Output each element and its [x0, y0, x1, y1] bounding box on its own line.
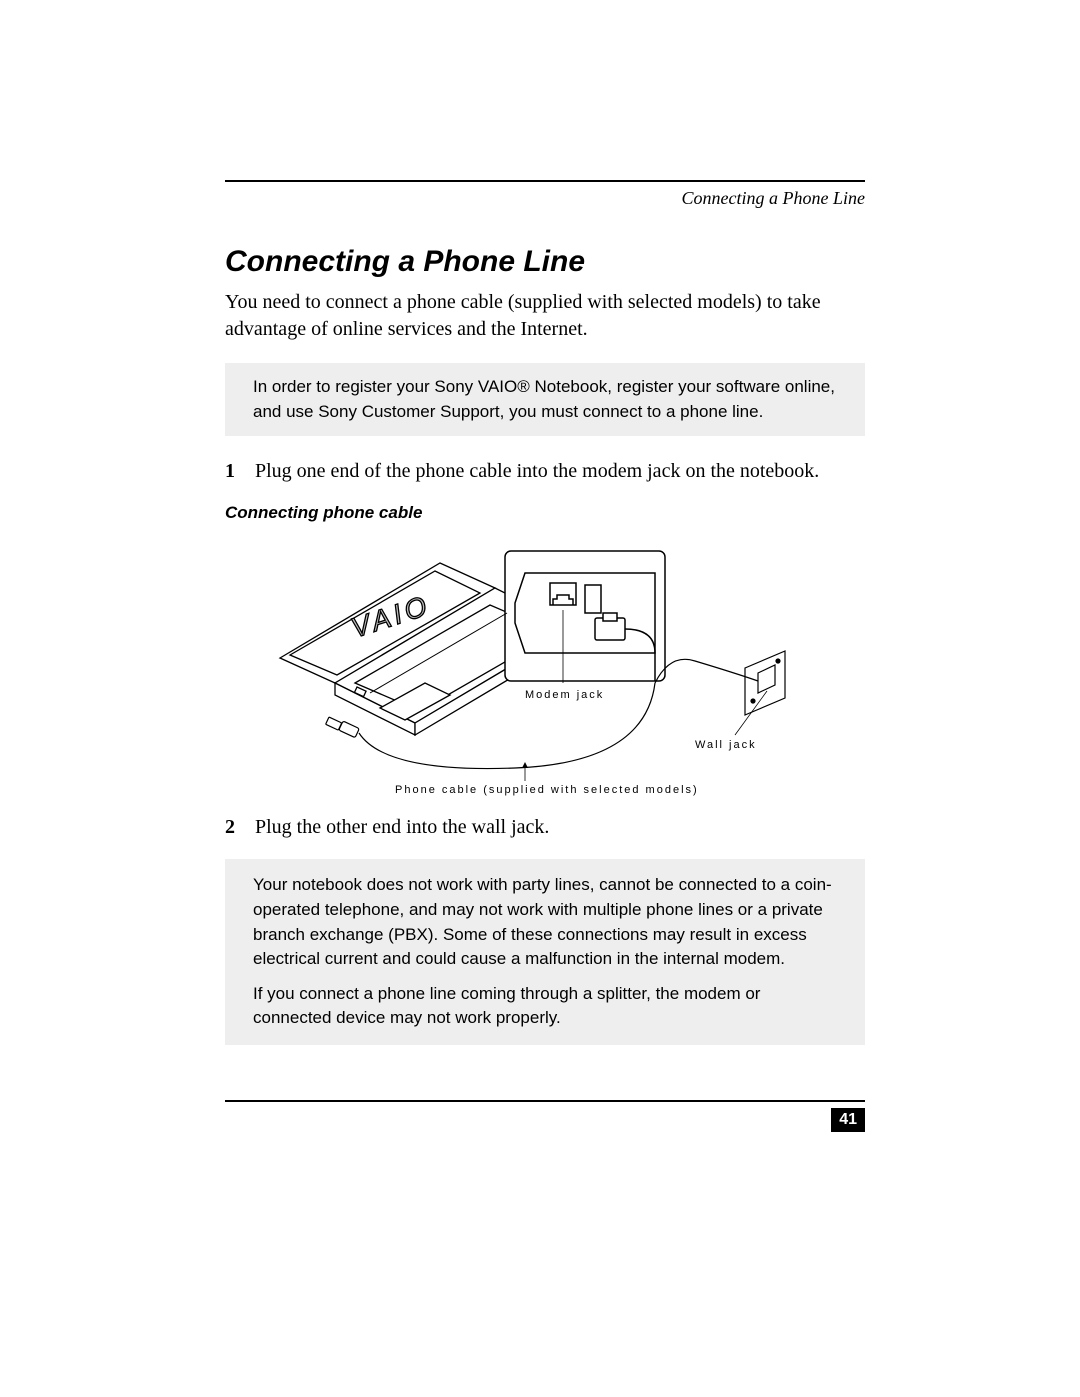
- label-wall-jack: Wall jack: [695, 739, 757, 751]
- figure-caption: Connecting phone cable: [225, 503, 865, 523]
- note2-para2: If you connect a phone line coming throu…: [253, 982, 843, 1031]
- label-modem-jack: Modem jack: [525, 689, 604, 701]
- step-2-number: 2: [225, 814, 255, 841]
- label-phone-cable: Phone cable (supplied with selected mode…: [395, 784, 699, 796]
- modem-closeup: [505, 551, 665, 681]
- page-footer: 41: [225, 1100, 865, 1132]
- wall-jack-illustration: [745, 651, 785, 715]
- page-title: Connecting a Phone Line: [225, 245, 865, 279]
- running-header: Connecting a Phone Line: [225, 188, 865, 209]
- step-1-text: Plug one end of the phone cable into the…: [255, 458, 865, 485]
- footer-rule: [225, 1100, 865, 1102]
- document-page: Connecting a Phone Line Connecting a Pho…: [0, 0, 1080, 1397]
- step-1-number: 1: [225, 458, 255, 485]
- step-1: 1 Plug one end of the phone cable into t…: [225, 458, 865, 485]
- note2-para1: Your notebook does not work with party l…: [253, 873, 843, 972]
- figure-phone-cable: VAIO: [225, 533, 865, 808]
- page-number: 41: [831, 1108, 865, 1132]
- step-2: 2 Plug the other end into the wall jack.: [225, 814, 865, 841]
- header-rule: [225, 180, 865, 182]
- info-note-2: Your notebook does not work with party l…: [225, 859, 865, 1045]
- info-note-1: In order to register your Sony VAIO® Not…: [225, 363, 865, 436]
- step-2-text: Plug the other end into the wall jack.: [255, 814, 865, 841]
- intro-paragraph: You need to connect a phone cable (suppl…: [225, 289, 865, 343]
